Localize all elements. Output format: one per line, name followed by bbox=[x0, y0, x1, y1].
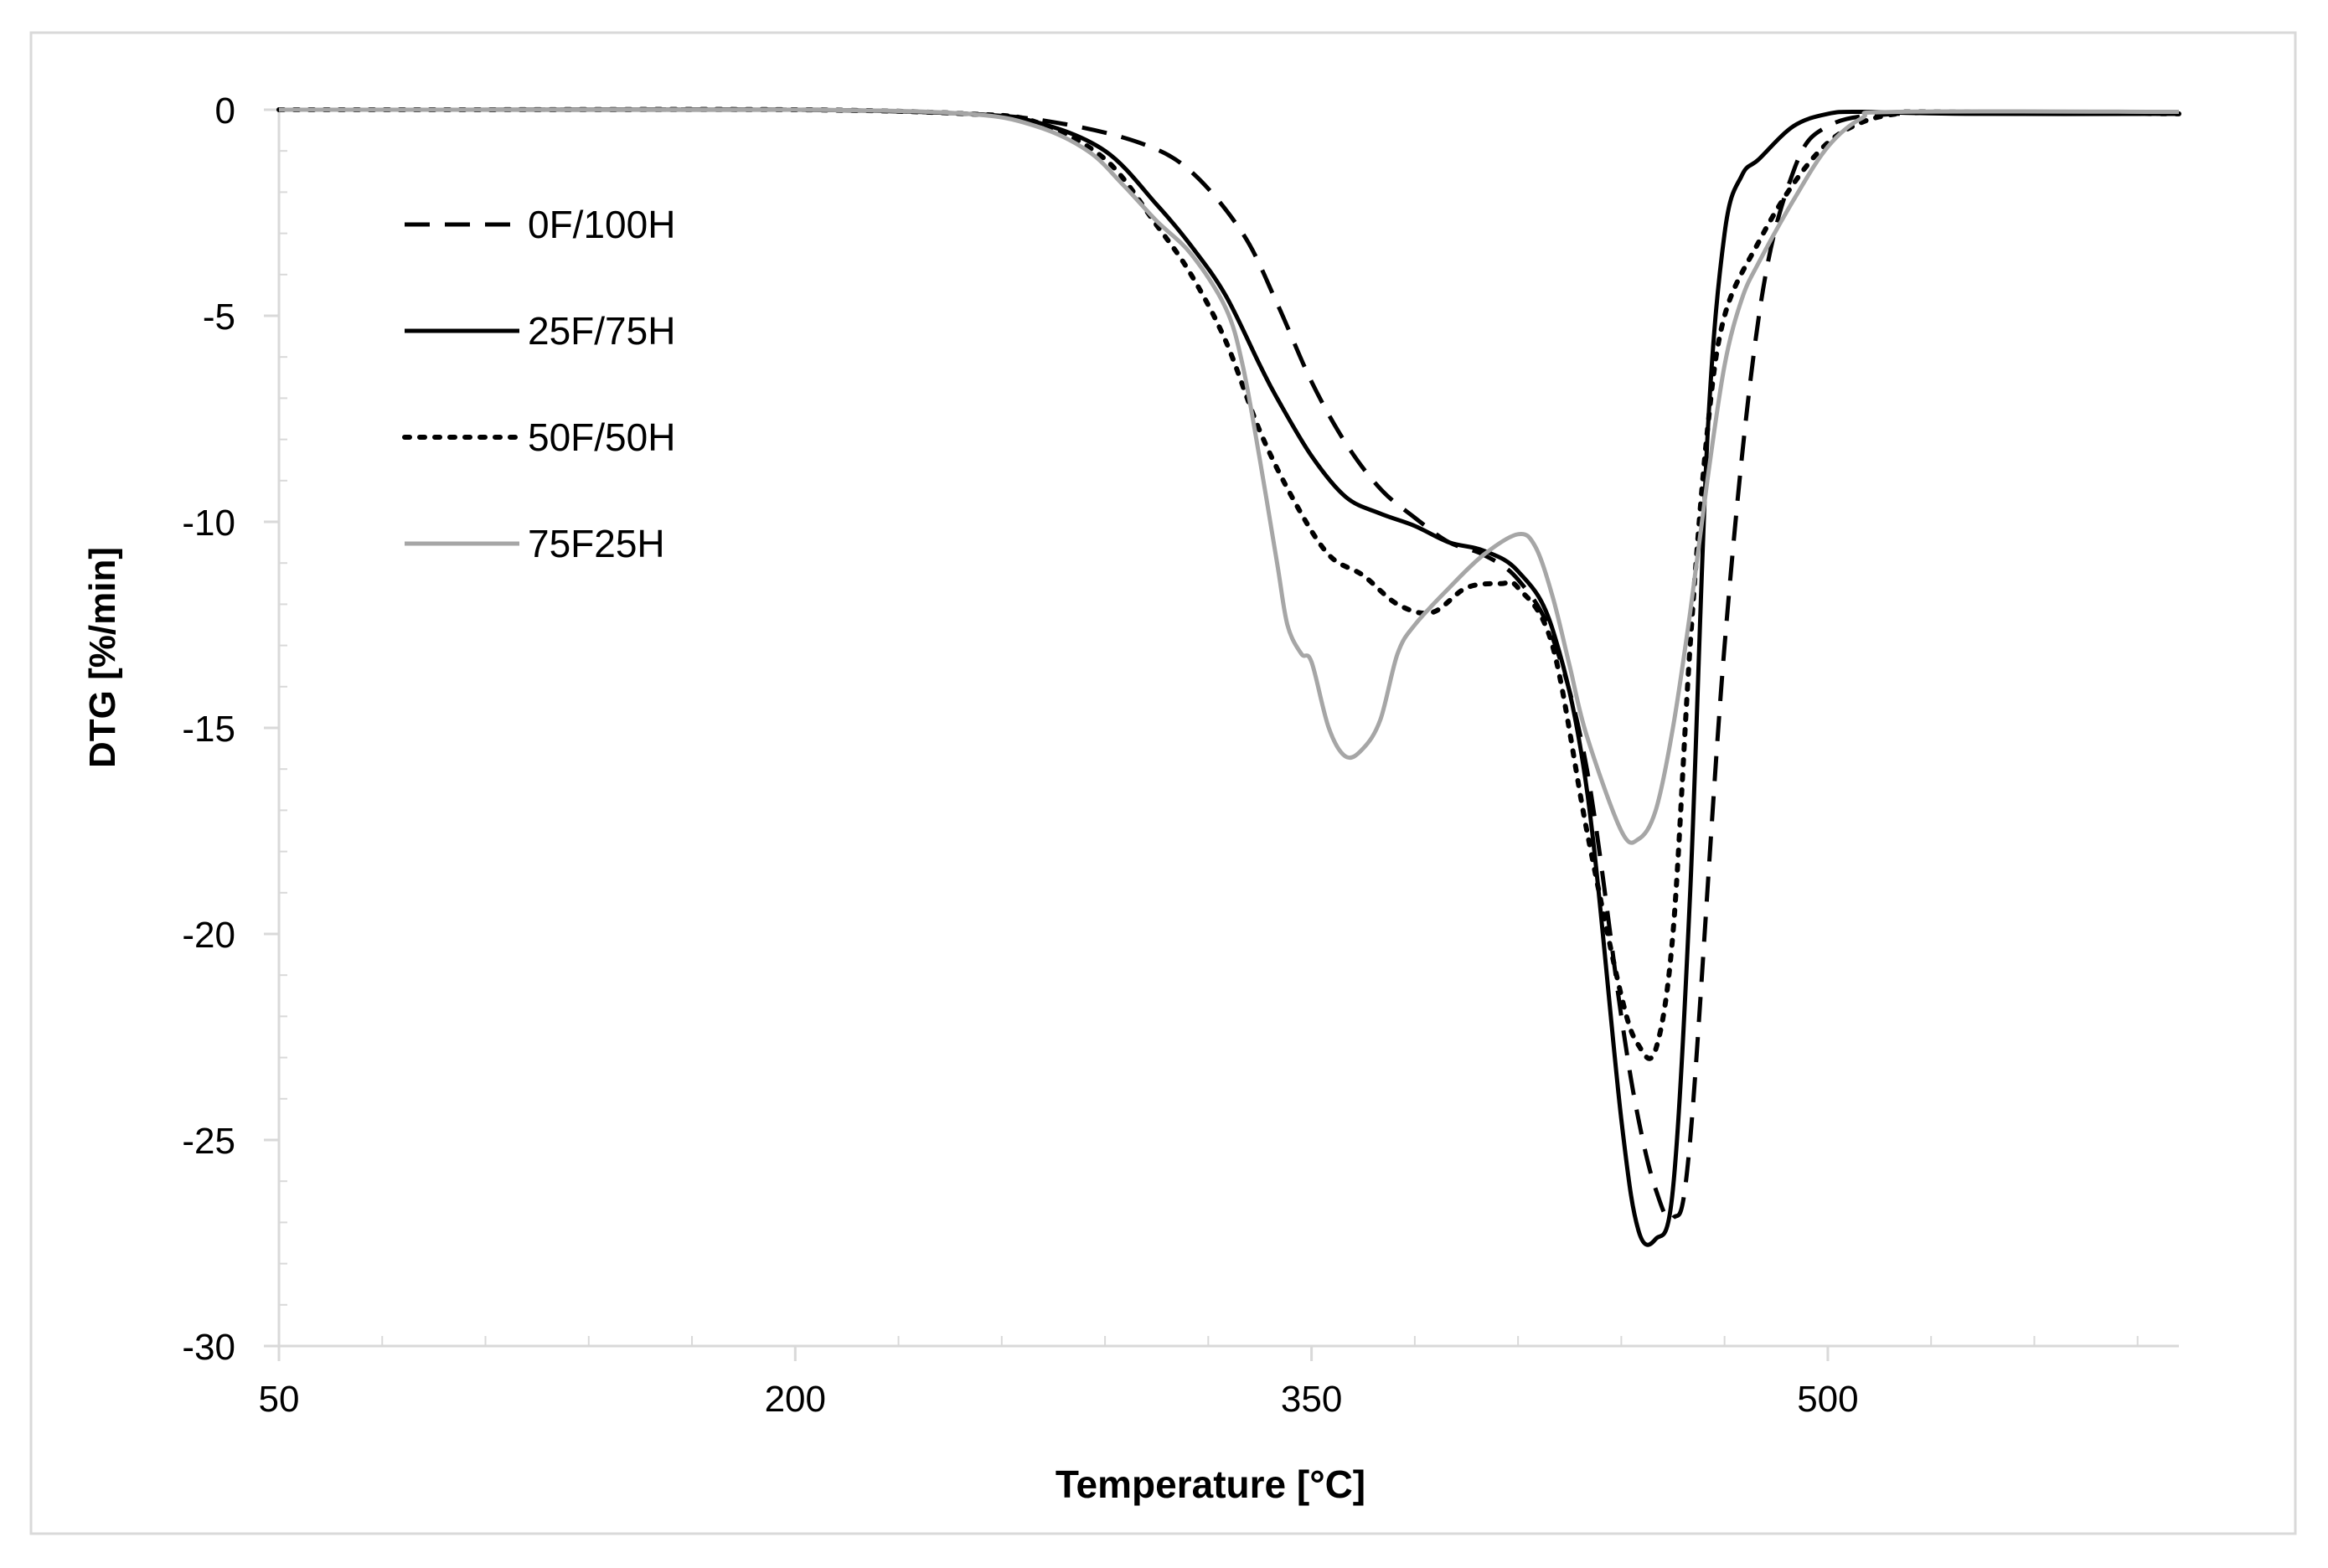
y-tick-label: -20 bbox=[182, 915, 235, 956]
x-tick-label: 350 bbox=[1281, 1379, 1342, 1420]
axes: 0 -5 -10 -15 -20 -25 -30 50 200 350 500 bbox=[182, 90, 2179, 1420]
series-line-50f-50h bbox=[276, 106, 2181, 1061]
y-tick-label: -10 bbox=[182, 503, 235, 544]
y-tick-label: -5 bbox=[203, 297, 235, 338]
y-tick-label: -30 bbox=[182, 1327, 235, 1368]
x-axis-title: Temperature [°C] bbox=[1056, 1462, 1365, 1506]
y-tick-label: 0 bbox=[215, 90, 235, 132]
y-axis-title: DTG [%/min] bbox=[82, 547, 123, 768]
legend-label-75f25h: 75F25H bbox=[528, 522, 665, 565]
legend-label-50f-50h: 50F/50H bbox=[528, 415, 675, 459]
series-layer bbox=[276, 106, 2181, 1247]
legend-label-0f-100h: 0F/100H bbox=[528, 203, 675, 246]
chart-border bbox=[29, 31, 2297, 1535]
series-line-75f25h bbox=[279, 107, 2180, 845]
y-tick-label: -25 bbox=[182, 1121, 235, 1162]
legend: 0F/100H 25F/75H 50F/50H 75F25H bbox=[402, 203, 675, 565]
x-tick-label: 200 bbox=[765, 1379, 826, 1420]
legend-label-25f-75h: 25F/75H bbox=[528, 309, 675, 353]
x-tick-label: 500 bbox=[1797, 1379, 1858, 1420]
y-tick-label: -15 bbox=[182, 709, 235, 750]
x-tick-label: 50 bbox=[259, 1379, 300, 1420]
